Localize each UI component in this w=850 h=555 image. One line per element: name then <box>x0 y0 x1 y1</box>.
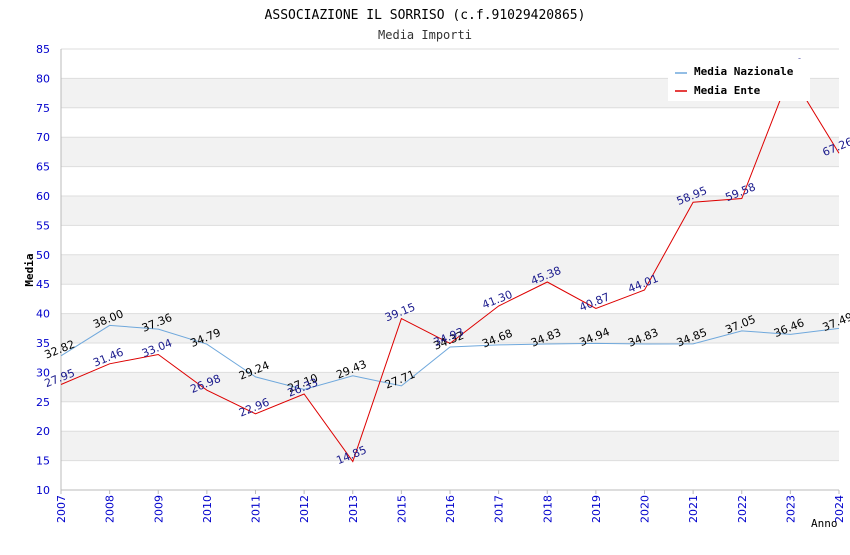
x-tick-label-2009: 2009 <box>152 495 165 523</box>
x-tick-label-2008: 2008 <box>104 495 117 523</box>
data-label-media-ente-2008: 31.46 <box>91 346 125 370</box>
x-tick-label-2015: 2015 <box>395 495 408 523</box>
axes <box>60 49 840 494</box>
x-tick-label-2007: 2007 <box>55 495 68 523</box>
y-tick-label-40: 40 <box>36 308 50 321</box>
y-tick-label-85: 85 <box>36 43 50 56</box>
x-axis-label: Anno <box>811 517 838 530</box>
x-tick-label-2012: 2012 <box>298 495 311 523</box>
legend-label-media-nazionale: Media Nazionale <box>694 65 794 78</box>
grid-band <box>61 254 839 285</box>
chart-title: ASSOCIAZIONE IL SORRISO (c.f.91029420865… <box>265 8 586 23</box>
grid-band <box>61 313 839 343</box>
legend-box <box>668 59 810 101</box>
x-tick-label-2010: 2010 <box>201 495 214 523</box>
legend: Media Nazionale Media Ente <box>668 59 810 101</box>
grid-band <box>61 137 839 167</box>
x-tick-label-2024: 2024 <box>833 495 846 523</box>
y-tick-label-80: 80 <box>36 72 50 85</box>
y-tick-label-30: 30 <box>36 366 50 379</box>
y-tick-label-45: 45 <box>36 278 50 291</box>
series-line-media-nazionale <box>60 324 840 391</box>
grid-band <box>61 431 839 461</box>
y-tick-label-75: 75 <box>36 102 50 115</box>
y-tick-label-20: 20 <box>36 425 50 438</box>
y-tick-label-60: 60 <box>36 190 50 203</box>
data-label-media-ente-2019: 40.87 <box>578 290 612 314</box>
legend-label-media-ente: Media Ente <box>694 84 761 97</box>
x-tick-labels: 2007 2008 2009 2010 2011 2012 2013 2015 2016 2017… <box>55 495 846 523</box>
x-tick-label-2011: 2011 <box>250 495 263 523</box>
grid-band <box>61 372 839 402</box>
chart-subtitle: Media Importi <box>378 28 472 42</box>
y-tick-label-15: 15 <box>36 455 50 468</box>
x-tick-label-2016: 2016 <box>444 495 457 523</box>
series-line-media-ente <box>60 72 840 463</box>
y-tick-label-70: 70 <box>36 131 50 144</box>
y-tick-label-50: 50 <box>36 249 50 262</box>
y-tick-label-55: 55 <box>36 219 50 232</box>
x-tick-label-2019: 2019 <box>590 495 603 523</box>
y-tick-label-65: 65 <box>36 161 50 174</box>
x-tick-label-2021: 2021 <box>687 495 700 523</box>
x-tick-label-2022: 2022 <box>736 495 749 523</box>
x-tick-label-2013: 2013 <box>347 495 360 523</box>
y-axis-label: Media <box>23 253 36 286</box>
y-tick-labels: 10 15 20 25 30 35 40 45 50 55 60 65 70 75 80 85 <box>36 43 50 497</box>
x-tick-label-2018: 2018 <box>541 495 554 523</box>
x-tick-label-2017: 2017 <box>493 495 506 523</box>
y-tick-label-35: 35 <box>36 337 50 350</box>
x-tick-label-2023: 2023 <box>784 495 797 523</box>
grid-bands <box>61 78 839 461</box>
y-tick-label-10: 10 <box>36 484 50 497</box>
y-tick-label-25: 25 <box>36 396 50 409</box>
series-lines <box>60 72 840 463</box>
x-tick-label-2020: 2020 <box>639 495 652 523</box>
grid-lines <box>61 48 839 491</box>
data-label-media-ente-2017: 41.30 <box>480 288 514 312</box>
